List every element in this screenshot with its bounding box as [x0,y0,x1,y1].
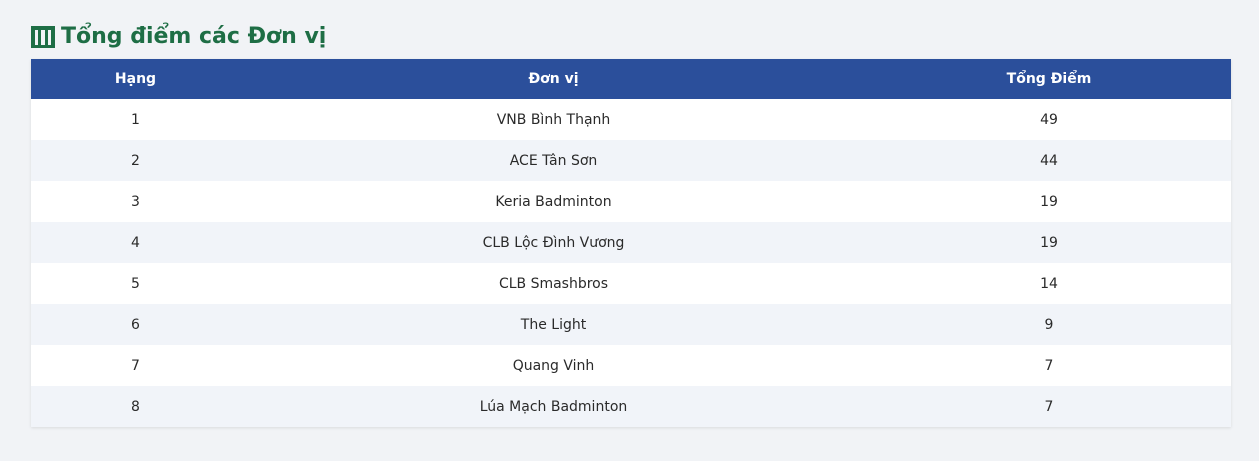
cell-total: 14 [867,263,1231,304]
page-title: Tổng điểm các Đơn vị [61,24,327,49]
cell-total: 9 [867,304,1231,345]
cell-unit: VNB Bình Thạnh [240,99,867,140]
cell-rank: 5 [31,263,240,304]
cell-rank: 3 [31,181,240,222]
cell-unit: ACE Tân Sơn [240,140,867,181]
column-header-unit: Đơn vị [240,59,867,99]
table-row: 1 VNB Bình Thạnh 49 [31,99,1231,140]
cell-total: 7 [867,345,1231,386]
cell-rank: 1 [31,99,240,140]
score-table-card: Hạng Đơn vị Tổng Điểm 1 VNB Bình Thạnh 4… [31,59,1231,427]
table-row: 6 The Light 9 [31,304,1231,345]
table-row: 4 CLB Lộc Đình Vương 19 [31,222,1231,263]
cell-unit: Quang Vinh [240,345,867,386]
cell-unit: Lúa Mạch Badminton [240,386,867,427]
table-row: 7 Quang Vinh 7 [31,345,1231,386]
cell-total: 49 [867,99,1231,140]
cell-rank: 2 [31,140,240,181]
cell-total: 19 [867,181,1231,222]
cell-rank: 8 [31,386,240,427]
cell-unit: Keria Badminton [240,181,867,222]
table-header-row: Hạng Đơn vị Tổng Điểm [31,59,1231,99]
cell-unit: The Light [240,304,867,345]
cell-total: 44 [867,140,1231,181]
column-header-rank: Hạng [31,59,240,99]
table-row: 8 Lúa Mạch Badminton 7 [31,386,1231,427]
table-row: 3 Keria Badminton 19 [31,181,1231,222]
cell-unit: CLB Lộc Đình Vương [240,222,867,263]
score-table: Hạng Đơn vị Tổng Điểm 1 VNB Bình Thạnh 4… [31,59,1231,427]
cell-unit: CLB Smashbros [240,263,867,304]
table-row: 2 ACE Tân Sơn 44 [31,140,1231,181]
column-header-total: Tổng Điểm [867,59,1231,99]
building-icon [31,26,55,48]
cell-rank: 6 [31,304,240,345]
cell-total: 7 [867,386,1231,427]
cell-total: 19 [867,222,1231,263]
table-row: 5 CLB Smashbros 14 [31,263,1231,304]
cell-rank: 4 [31,222,240,263]
page-title-row: Tổng điểm các Đơn vị [31,22,326,52]
cell-rank: 7 [31,345,240,386]
